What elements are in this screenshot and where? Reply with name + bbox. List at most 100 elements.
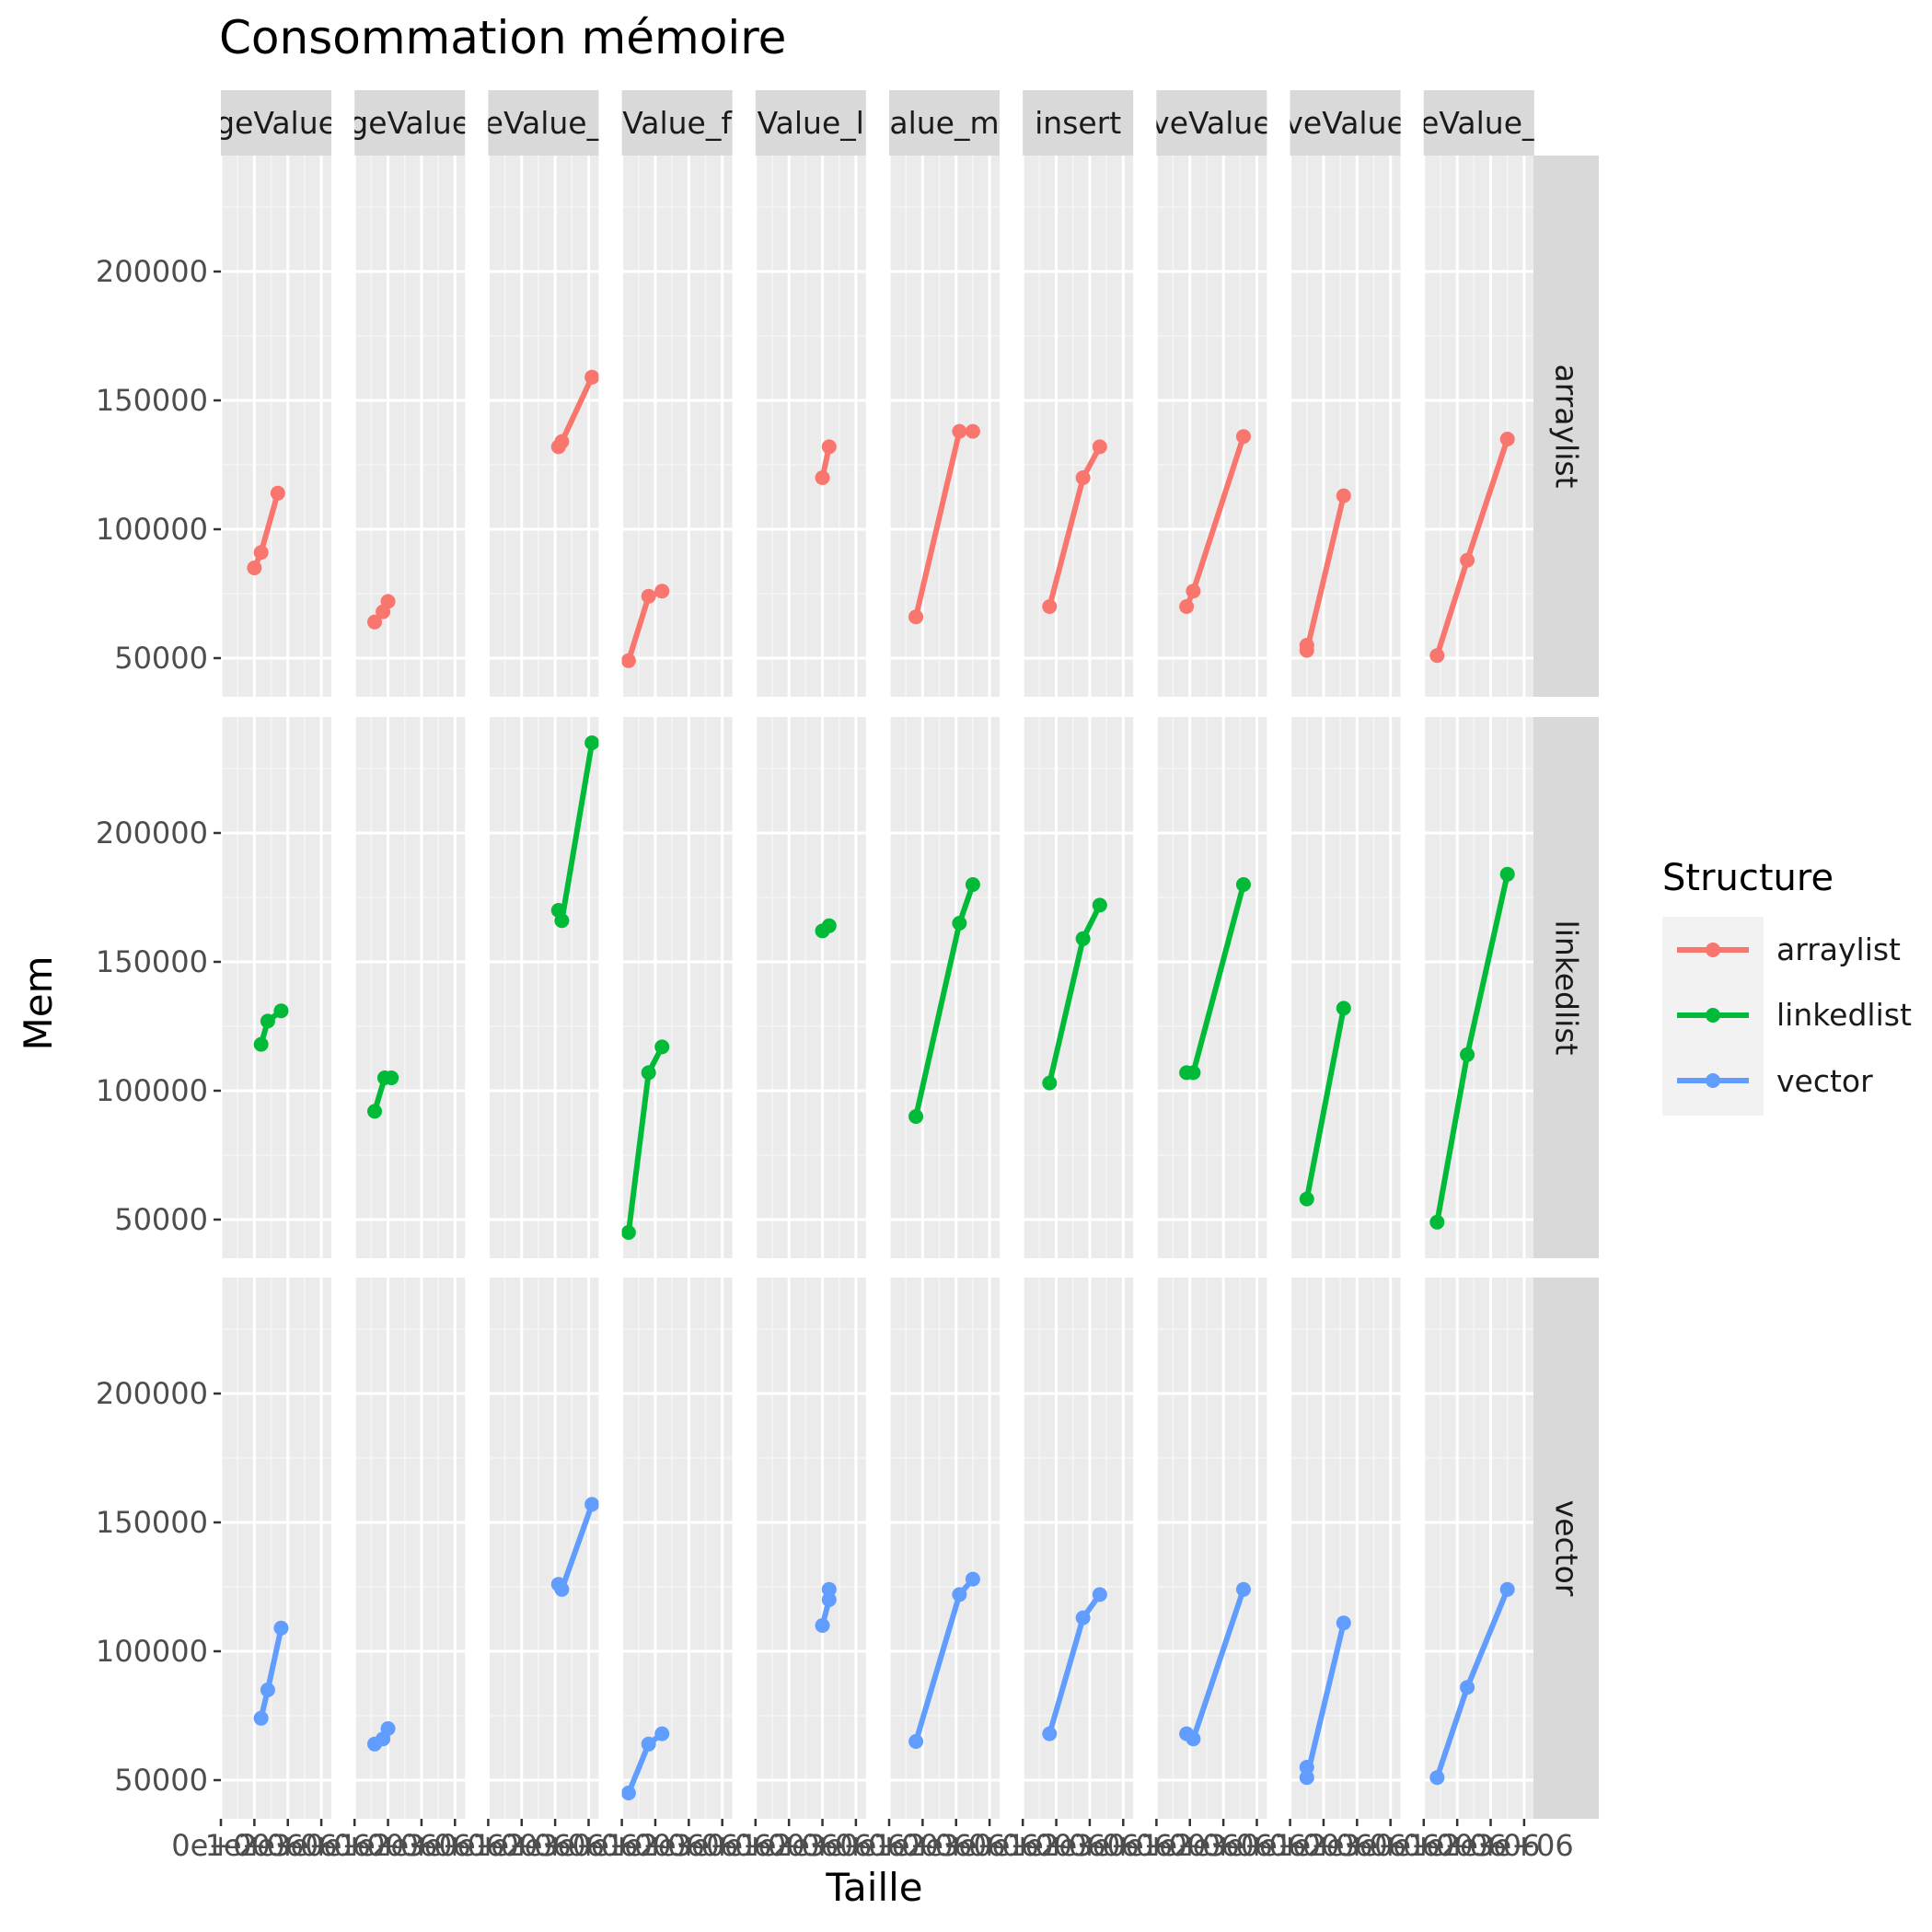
data-point-linkedlist [260, 1013, 275, 1029]
panel-arraylist-10 [1422, 156, 1534, 723]
data-point-linkedlist [1499, 866, 1515, 882]
data-point-linkedlist [253, 1036, 269, 1052]
panel-background [1423, 717, 1534, 1258]
data-point-linkedlist [273, 1003, 289, 1019]
panel-vector-9 [1289, 1278, 1401, 1845]
column-strip-10: eValue_ [1423, 90, 1534, 156]
data-point-arraylist [380, 594, 396, 609]
y-tick-label: 100000 [96, 1634, 208, 1669]
column-strip-1: geValue [221, 90, 331, 156]
row-strip-label: linkedlist [1549, 920, 1585, 1056]
panel-background [1156, 717, 1267, 1258]
data-point-arraylist [815, 470, 830, 485]
panel-background [1423, 156, 1534, 697]
data-point-linkedlist [1336, 1001, 1351, 1016]
data-point-linkedlist [821, 918, 837, 933]
x-tick-label: 0e+00 [1374, 1828, 1474, 1863]
data-point-linkedlist [1299, 1191, 1314, 1207]
data-point-vector [1042, 1726, 1058, 1741]
data-point-arraylist [1429, 648, 1445, 664]
data-point-linkedlist [1092, 897, 1107, 913]
data-point-linkedlist [1429, 1214, 1445, 1230]
panel-linkedlist-7 [1021, 717, 1134, 1285]
panel-linkedlist-9 [1289, 717, 1401, 1285]
data-point-arraylist [1092, 439, 1107, 455]
data-point-linkedlist [654, 1039, 670, 1055]
panel-vector-8 [1154, 1278, 1267, 1845]
panel-background [755, 1278, 866, 1819]
x-tick-label: 3e+06 [673, 1828, 772, 1863]
data-point-linkedlist [641, 1065, 656, 1081]
x-axis-title: Taille [825, 1865, 922, 1910]
data-point-arraylist [952, 423, 967, 439]
x-tick-label: 3e+06 [272, 1828, 371, 1863]
data-point-arraylist [247, 561, 262, 575]
panel-background [354, 717, 466, 1258]
data-point-vector [1429, 1770, 1445, 1786]
panel-arraylist-1 [219, 156, 331, 723]
x-tick-label: 3e+06 [940, 1828, 1039, 1863]
data-point-linkedlist [1042, 1075, 1058, 1091]
column-strip-3: eValue_ [488, 90, 599, 156]
data-point-vector [253, 1710, 269, 1726]
panel-background [1023, 717, 1134, 1258]
column-strip-label: veValue [1151, 105, 1271, 141]
x-tick-label: 2e+06 [238, 1828, 338, 1863]
strip-background [1023, 90, 1134, 156]
column-strip-4: Value_f [621, 90, 733, 156]
strip-background [1423, 90, 1534, 156]
x-tick-label: 2e+06 [1441, 1828, 1541, 1863]
x-tick-label: 0e+00 [1241, 1828, 1340, 1863]
column-strip-7: insert [1023, 90, 1134, 156]
row-strip-vector: vector [1533, 1278, 1599, 1819]
column-strip-label: veValue [1285, 105, 1405, 141]
data-point-arraylist [1186, 584, 1201, 599]
column-strip-2: geValue [354, 90, 466, 156]
y-tick-label: 150000 [96, 1505, 208, 1540]
x-tick-label: 3e+06 [1208, 1828, 1307, 1863]
data-point-vector [641, 1736, 656, 1752]
strip-background [221, 90, 331, 156]
panel-background [1290, 717, 1401, 1258]
data-point-vector [1299, 1770, 1314, 1786]
data-point-arraylist [654, 584, 670, 599]
chart-title: Consommation mémoire [219, 11, 786, 64]
x-tick-label: 1e+06 [1140, 1828, 1240, 1863]
data-point-vector [1460, 1680, 1475, 1695]
data-point-vector [952, 1587, 967, 1602]
x-tick-label: 2e+06 [1040, 1828, 1140, 1863]
x-tick-label: 2e+06 [907, 1828, 1006, 1863]
data-point-linkedlist [1186, 1065, 1201, 1081]
panel-vector-2 [353, 1278, 466, 1845]
y-tick-label: 150000 [96, 944, 208, 979]
panel-arraylist-4 [620, 156, 733, 723]
panel-background [621, 1278, 733, 1819]
x-tick-label: 1e+06 [606, 1828, 705, 1863]
data-point-arraylist [584, 369, 599, 385]
panel-arraylist-8 [1154, 156, 1267, 723]
x-axis: 0e+001e+062e+063e+060e+001e+062e+063e+06… [171, 1819, 1574, 1863]
panel-background [1156, 156, 1267, 697]
column-strip-9: veValue [1285, 90, 1405, 156]
x-tick-label: 2e+06 [640, 1828, 739, 1863]
panel-background [755, 156, 866, 697]
panel-background [488, 1278, 599, 1819]
data-point-vector [1075, 1610, 1091, 1625]
row-strip-label: vector [1549, 1500, 1585, 1597]
panel-arraylist-7 [1021, 156, 1134, 723]
data-point-arraylist [367, 614, 383, 630]
data-point-arraylist [1460, 552, 1475, 568]
strip-background [354, 90, 466, 156]
data-point-vector [621, 1786, 636, 1800]
panel-vector-7 [1021, 1278, 1134, 1845]
column-strip-label: Value_l [758, 105, 864, 141]
data-point-vector [273, 1620, 289, 1636]
x-tick-label: 0e+00 [305, 1828, 404, 1863]
x-tick-label: 1e+06 [739, 1828, 839, 1863]
panel-background [221, 1278, 331, 1819]
strip-background [1156, 90, 1267, 156]
column-strip-label: alue_m [889, 105, 999, 141]
legend-key-point-vector [1706, 1073, 1720, 1088]
column-strip-5: Value_l [755, 90, 866, 156]
column-strip-label: Value_f [622, 105, 733, 141]
